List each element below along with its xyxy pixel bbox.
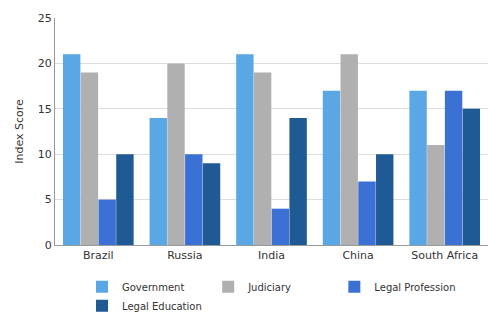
- svg-text:25: 25: [38, 12, 52, 25]
- svg-text:India: India: [258, 249, 285, 262]
- svg-text:Government: Government: [122, 282, 184, 293]
- svg-text:South Africa: South Africa: [411, 249, 478, 262]
- svg-text:10: 10: [38, 148, 52, 161]
- svg-text:Judiciary: Judiciary: [247, 282, 291, 293]
- svg-text:Legal Education: Legal Education: [122, 301, 202, 312]
- svg-text:Russia: Russia: [167, 249, 202, 262]
- svg-text:5: 5: [45, 193, 52, 206]
- svg-text:Index Score: Index Score: [13, 99, 26, 164]
- svg-text:Brazil: Brazil: [83, 249, 114, 262]
- svg-text:20: 20: [38, 57, 52, 70]
- svg-text:Legal Profession: Legal Profession: [374, 282, 455, 293]
- svg-text:China: China: [342, 249, 373, 262]
- svg-text:0: 0: [45, 239, 52, 252]
- svg-text:15: 15: [38, 103, 52, 116]
